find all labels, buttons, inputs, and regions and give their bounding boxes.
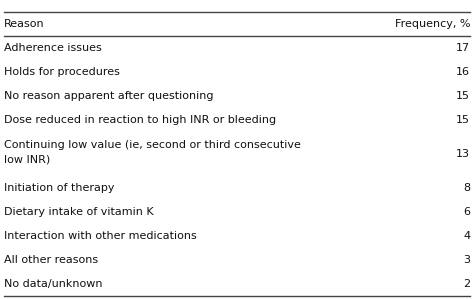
Text: Holds for procedures: Holds for procedures (4, 67, 119, 77)
Text: No data/unknown: No data/unknown (4, 279, 102, 289)
Text: All other reasons: All other reasons (4, 255, 98, 265)
Text: Interaction with other medications: Interaction with other medications (4, 231, 197, 241)
Text: 15: 15 (456, 91, 470, 101)
Text: 13: 13 (456, 149, 470, 159)
Text: No reason apparent after questioning: No reason apparent after questioning (4, 91, 213, 101)
Text: 8: 8 (463, 183, 470, 193)
Text: 17: 17 (456, 43, 470, 53)
Text: 3: 3 (463, 255, 470, 265)
Text: Initiation of therapy: Initiation of therapy (4, 183, 114, 193)
Text: 15: 15 (456, 115, 470, 125)
Text: Frequency, %: Frequency, % (395, 19, 470, 29)
Text: 4: 4 (463, 231, 470, 241)
Text: 2: 2 (463, 279, 470, 289)
Text: 16: 16 (456, 67, 470, 77)
Text: 6: 6 (463, 207, 470, 217)
Text: Dose reduced in reaction to high INR or bleeding: Dose reduced in reaction to high INR or … (4, 115, 276, 125)
Text: Dietary intake of vitamin K: Dietary intake of vitamin K (4, 207, 154, 217)
Text: Continuing low value (ie, second or third consecutive
low INR): Continuing low value (ie, second or thir… (4, 140, 301, 164)
Text: Reason: Reason (4, 19, 45, 29)
Text: Adherence issues: Adherence issues (4, 43, 101, 53)
